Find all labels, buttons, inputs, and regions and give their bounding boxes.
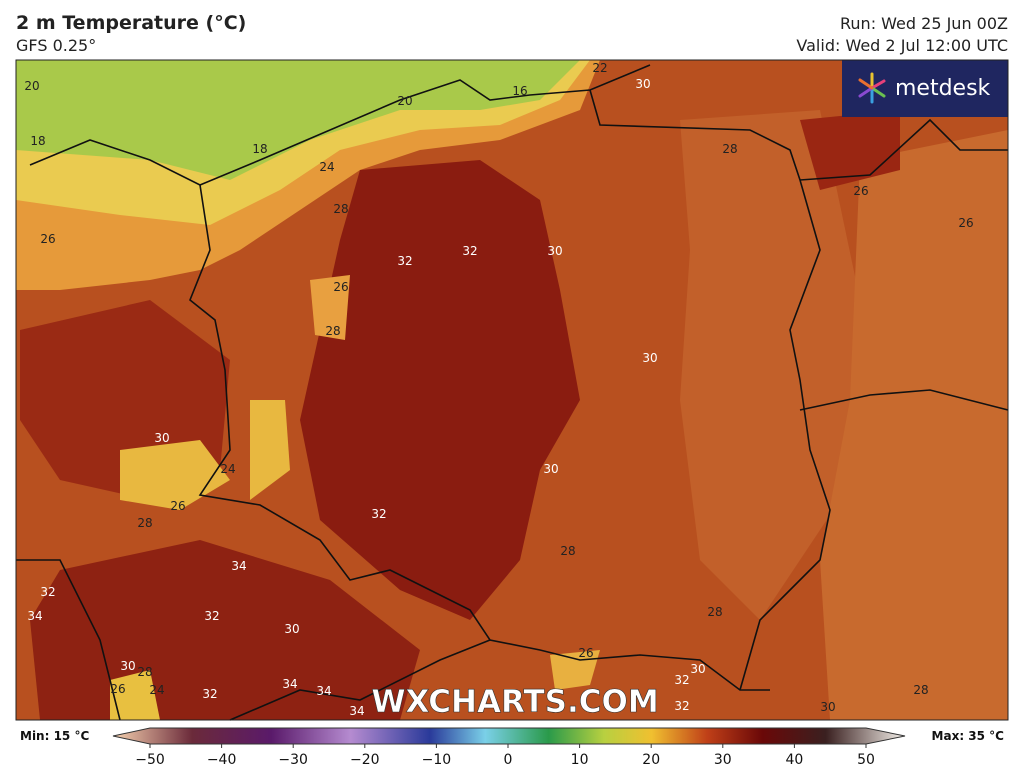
contour-label: 32	[462, 244, 477, 258]
contour-label: 24	[220, 462, 235, 476]
contour-label: 30	[642, 351, 657, 365]
colorbar-tick-label: 50	[857, 752, 875, 768]
map-fill	[16, 60, 1008, 720]
colorbar-tick-label: 0	[504, 752, 513, 768]
contour-label: 26	[333, 280, 348, 294]
contour-label: 28	[137, 516, 152, 530]
colorbar-tick-label: −20	[350, 752, 380, 768]
contour-label: 24	[319, 160, 334, 174]
contour-label: 34	[282, 677, 297, 691]
colorbar-tick-label: 40	[785, 752, 803, 768]
logo-icon	[858, 72, 886, 104]
logo-text: metdesk	[895, 76, 991, 101]
contour-label: 30	[543, 462, 558, 476]
contour-label: 30	[690, 662, 705, 676]
contour-label: 30	[547, 244, 562, 258]
contour-label: 18	[252, 142, 267, 156]
contour-label: 34	[27, 609, 42, 623]
contour-label: 28	[707, 605, 722, 619]
borders	[16, 64, 1009, 721]
contour-label: 26	[578, 646, 593, 660]
contour-label: 18	[30, 134, 45, 148]
colorbar	[112, 727, 906, 745]
colorbar-tick-label: −30	[278, 752, 308, 768]
contour-label: 28	[560, 544, 575, 558]
contour-label: 26	[40, 232, 55, 246]
contour-label: 26	[170, 499, 185, 513]
contour-label: 20	[397, 94, 412, 108]
map-frame	[15, 59, 1009, 721]
contour-label: 30	[284, 622, 299, 636]
min-label: Min: 15 °C	[20, 729, 89, 743]
contour-label: 30	[635, 77, 650, 91]
contour-label: 20	[24, 79, 39, 93]
contour-label: 28	[722, 142, 737, 156]
contour-label: 32	[371, 507, 386, 521]
contour-label: 32	[674, 699, 689, 713]
contour-label: 28	[913, 683, 928, 697]
valid-time: Valid: Wed 2 Jul 12:00 UTC	[796, 36, 1008, 55]
contour-label: 28	[333, 202, 348, 216]
contour-label: 34	[231, 559, 246, 573]
contour-label: 30	[120, 659, 135, 673]
contour-label: 32	[674, 673, 689, 687]
colorbar-tick-label: 10	[571, 752, 589, 768]
contour-label: 16	[512, 84, 527, 98]
colorbar-tick-label: −50	[135, 752, 165, 768]
contour-label: 30	[820, 700, 835, 714]
colorbar-tick-label: 20	[642, 752, 660, 768]
title: 2 m Temperature (°C)	[16, 12, 247, 34]
contour-label: 32	[40, 585, 55, 599]
contour-label: 30	[154, 431, 169, 445]
colorbar-tick-label: 30	[714, 752, 732, 768]
subtitle: GFS 0.25°	[16, 36, 97, 55]
contour-label: 26	[110, 682, 125, 696]
contour-label: 32	[397, 254, 412, 268]
contour-label: 26	[958, 216, 973, 230]
contour-label: 24	[149, 683, 164, 697]
contour-label: 22	[592, 61, 607, 75]
colorbar-tick-label: −40	[207, 752, 237, 768]
contour-label: 34	[349, 704, 364, 718]
run-time: Run: Wed 25 Jun 00Z	[840, 14, 1008, 33]
contour-label: 32	[202, 687, 217, 701]
contour-label: 28	[325, 324, 340, 338]
watermark: WXCHARTS.COM	[371, 684, 658, 720]
contour-label: 28	[137, 665, 152, 679]
contour-label: 26	[853, 184, 868, 198]
max-label: Max: 35 °C	[932, 729, 1005, 743]
contour-label: 34	[316, 684, 331, 698]
contour-label: 32	[204, 609, 219, 623]
colorbar-tick-label: −10	[422, 752, 452, 768]
